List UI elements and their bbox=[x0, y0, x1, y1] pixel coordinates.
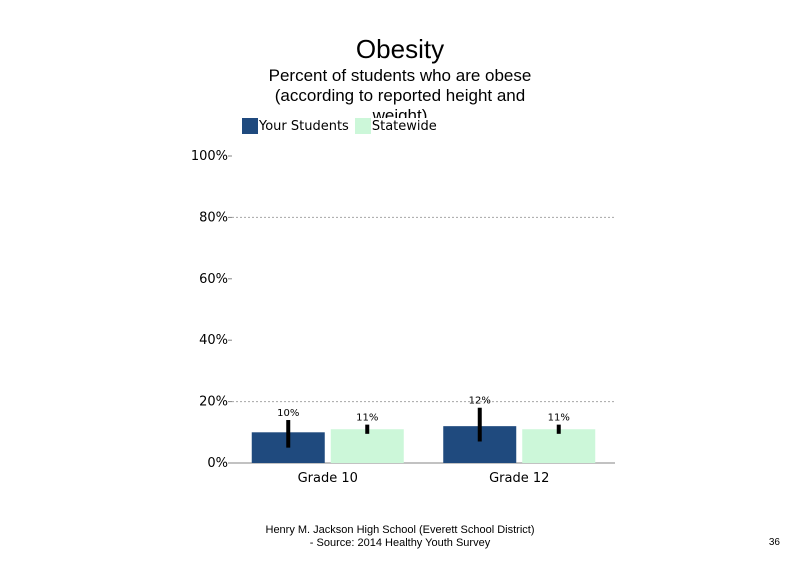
chart-subtitle: Percent of students who are obese (accor… bbox=[268, 66, 532, 118]
data-label-your-students-2: 12% bbox=[469, 396, 491, 407]
y-tick-label: 80% bbox=[199, 210, 228, 225]
chart-title: Obesity bbox=[355, 34, 445, 64]
bar-statewide-1 bbox=[330, 429, 404, 463]
legend-swatch-statewide bbox=[354, 118, 371, 134]
bar-your-students-1 bbox=[251, 432, 325, 463]
bar-statewide-2 bbox=[522, 429, 596, 463]
legend-label-statewide: Statewide bbox=[371, 118, 437, 134]
data-label-your-students-1: 10% bbox=[277, 408, 299, 419]
legend-item-your-students: Your Students bbox=[242, 118, 349, 134]
x-tick-label: Grade 10 bbox=[298, 471, 358, 486]
footer-source: - Source: 2014 Healthy Youth Survey bbox=[309, 537, 491, 549]
legend-swatch-your-students bbox=[242, 118, 258, 134]
y-tick-label: 0% bbox=[207, 456, 228, 471]
legend-label-your-students: Your Students bbox=[259, 118, 349, 134]
y-tick-label: 40% bbox=[199, 333, 228, 348]
x-tick-label: Grade 12 bbox=[489, 471, 549, 486]
data-label-statewide-2: 11% bbox=[548, 413, 570, 424]
data-label-statewide-1: 11% bbox=[356, 413, 378, 424]
chart-legend: Your Students Statewide bbox=[242, 117, 443, 135]
footer-school: Henry M. Jackson High School (Everett Sc… bbox=[265, 524, 535, 536]
footer: Henry M. Jackson High School (Everett Sc… bbox=[200, 524, 600, 550]
page-number: 36 bbox=[768, 537, 780, 548]
bar-your-students-2 bbox=[443, 426, 517, 463]
legend-item-statewide: Statewide bbox=[354, 118, 437, 134]
y-tick-label: 20% bbox=[199, 395, 228, 410]
y-tick-label: 60% bbox=[199, 272, 228, 287]
y-tick-label: 100% bbox=[191, 149, 228, 164]
